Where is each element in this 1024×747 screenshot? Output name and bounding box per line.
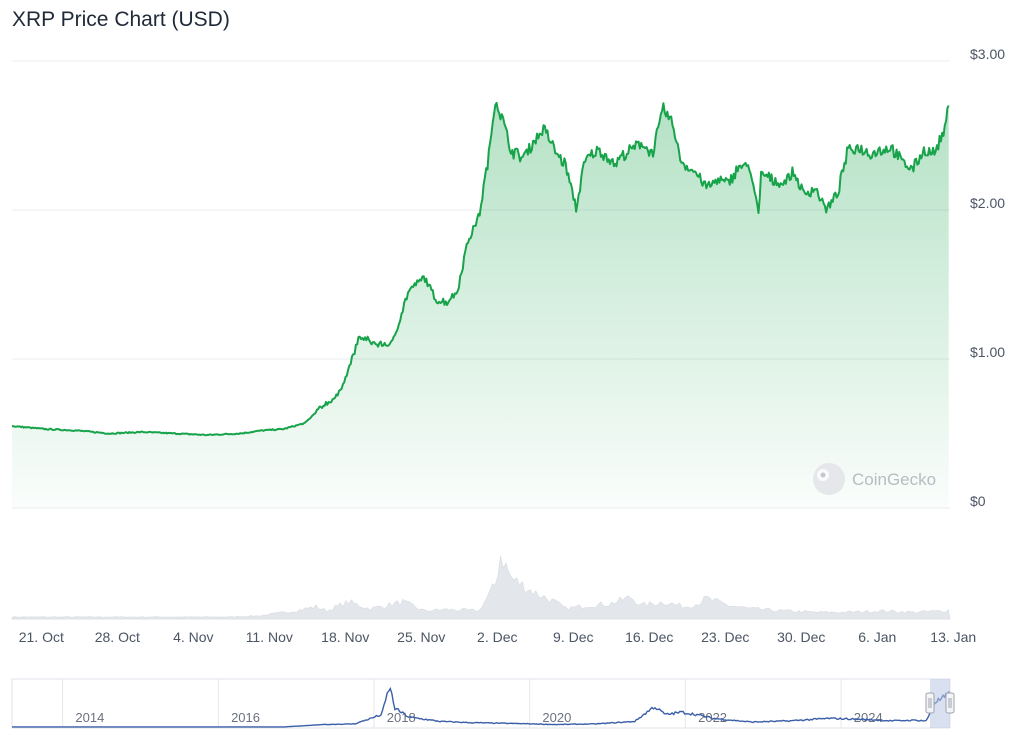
coingecko-logo-icon: [813, 463, 845, 495]
x-tick-label: 6. Jan: [858, 629, 896, 645]
navigator-year-labels: 2014 2016 2018 2020 2022 2024: [75, 710, 882, 725]
time-navigator[interactable]: 2014 2016 2018 2020 2022 2024: [11, 678, 955, 729]
x-tick-label: 4. Nov: [173, 629, 213, 645]
y-tick-label: $1.00: [970, 344, 1005, 360]
navigator-year-label: 2020: [542, 710, 571, 725]
navigator-right-handle[interactable]: [945, 692, 955, 714]
chart-title: XRP Price Chart (USD): [12, 8, 230, 31]
navigator-price-line: [12, 686, 950, 728]
y-tick-label: $3.00: [970, 46, 1005, 62]
y-axis-labels: $0 $1.00 $2.00 $3.00: [970, 46, 1005, 509]
volume-area: [11, 555, 951, 620]
navigator-selection[interactable]: [930, 679, 950, 728]
volume-bars: [11, 555, 951, 620]
x-tick-label: 18. Nov: [321, 629, 369, 645]
x-axis-labels: 21. Oct 28. Oct 4. Nov 11. Nov 18. Nov 25. No…: [19, 629, 976, 645]
price-area: [12, 102, 949, 509]
x-tick-label: 16. Dec: [625, 629, 673, 645]
price-line-path[interactable]: [11, 101, 950, 437]
x-tick-label: 13. Jan: [930, 629, 976, 645]
x-tick-label: 28. Oct: [95, 629, 140, 645]
navigator-year-label: 2022: [698, 710, 727, 725]
y-tick-label: $0: [970, 493, 986, 509]
navigator-year-label: 2018: [387, 710, 416, 725]
coingecko-watermark: CoinGecko: [813, 463, 936, 495]
navigator-frame: [11, 678, 951, 729]
x-tick-label: 23. Dec: [701, 629, 749, 645]
navigator-line: [12, 686, 950, 728]
navigator-year-label: 2024: [854, 710, 883, 725]
navigator-grid: [62, 679, 842, 728]
x-tick-label: 25. Nov: [397, 629, 445, 645]
price-area-fill: [12, 102, 949, 509]
x-tick-label: 9. Dec: [553, 629, 593, 645]
x-tick-label: 2. Dec: [477, 629, 517, 645]
navigator-left-handle[interactable]: [925, 692, 935, 714]
x-tick-label: 11. Nov: [246, 629, 293, 645]
y-tick-label: $2.00: [970, 195, 1005, 211]
watermark-text: CoinGecko: [852, 470, 936, 489]
navigator-year-label: 2016: [231, 710, 260, 725]
price-line[interactable]: [11, 101, 950, 437]
x-tick-label: 30. Dec: [777, 629, 825, 645]
navigator-year-label: 2014: [75, 710, 104, 725]
x-tick-label: 21. Oct: [19, 629, 64, 645]
